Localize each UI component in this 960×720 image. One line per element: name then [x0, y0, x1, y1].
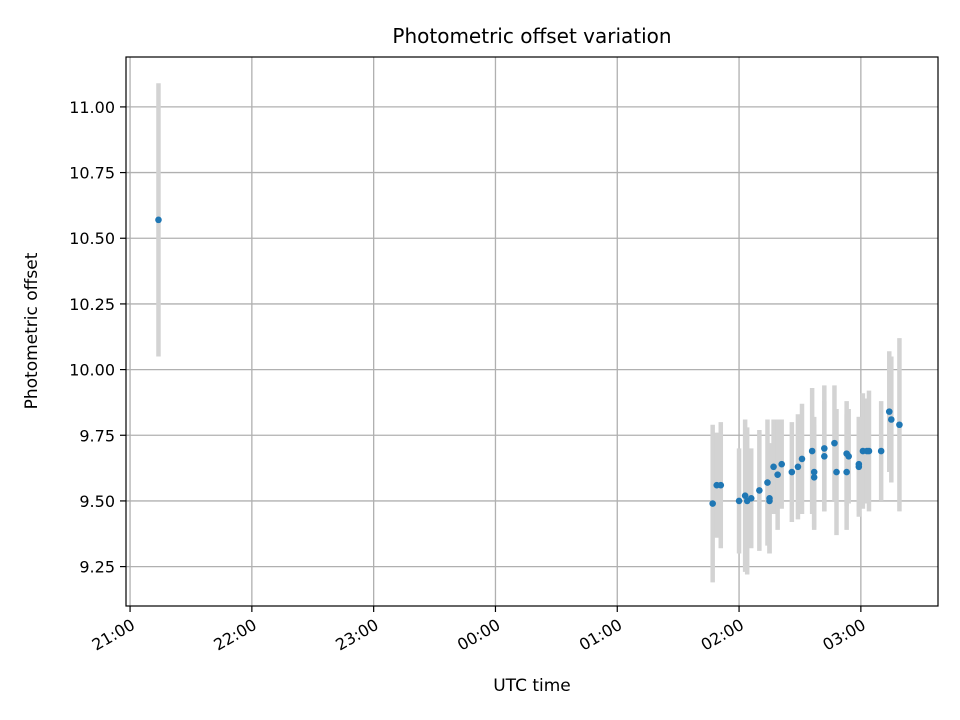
x-tick-label: 22:00	[210, 615, 259, 655]
data-points	[155, 216, 903, 507]
x-tick-label: 02:00	[698, 615, 747, 655]
data-point	[810, 468, 818, 476]
data-point	[877, 447, 885, 455]
data-point	[831, 439, 838, 447]
data-point	[821, 452, 828, 460]
y-tick-label: 10.75	[69, 164, 115, 183]
y-axis-label: Photometric offset	[22, 252, 42, 409]
data-point	[717, 481, 725, 489]
error-bars	[156, 83, 902, 583]
y-tick-label: 10.50	[69, 229, 115, 248]
y-tick-label: 10.00	[69, 361, 115, 380]
data-point	[741, 492, 749, 499]
x-tick-label: 01:00	[576, 615, 625, 655]
x-tick-label: 21:00	[89, 615, 138, 655]
data-point	[778, 460, 785, 468]
x-axis: 21:00 22:00 23:00 00:00 01:00 02:00 03:00	[89, 606, 869, 655]
data-point	[810, 473, 818, 481]
x-axis-label: UTC time	[493, 676, 571, 696]
data-point	[888, 416, 895, 423]
data-point	[788, 468, 796, 476]
data-point	[798, 455, 806, 463]
data-point	[747, 495, 755, 502]
data-point	[845, 452, 852, 460]
data-point	[735, 497, 743, 505]
x-tick-label: 00:00	[454, 615, 503, 655]
data-point	[808, 447, 816, 455]
data-point	[774, 471, 781, 478]
data-point	[764, 479, 771, 486]
y-axis: 9.25 9.50 9.75 10.00 10.25 10.50 10.75 11.00	[69, 98, 126, 577]
data-point	[885, 408, 893, 415]
data-point	[770, 463, 777, 471]
x-tick-label: 03:00	[819, 615, 868, 655]
data-point	[155, 216, 162, 224]
data-point	[865, 447, 873, 455]
data-point	[896, 421, 903, 429]
y-tick-label: 11.00	[69, 98, 115, 117]
x-tick-label: 23:00	[332, 615, 381, 655]
plot-frame	[125, 56, 939, 607]
y-tick-label: 9.25	[79, 558, 115, 577]
data-point	[756, 487, 763, 494]
data-point	[766, 495, 773, 502]
chart-title: Photometric offset variation	[392, 24, 671, 48]
data-point	[709, 500, 716, 507]
data-point	[855, 463, 863, 471]
data-point	[843, 468, 850, 476]
data-point	[821, 445, 828, 452]
data-point	[794, 463, 802, 471]
grid-lines	[126, 57, 938, 606]
data-point	[833, 468, 840, 476]
y-tick-label: 10.25	[69, 295, 115, 314]
y-tick-label: 9.75	[79, 426, 115, 445]
y-tick-label: 9.50	[79, 492, 115, 511]
